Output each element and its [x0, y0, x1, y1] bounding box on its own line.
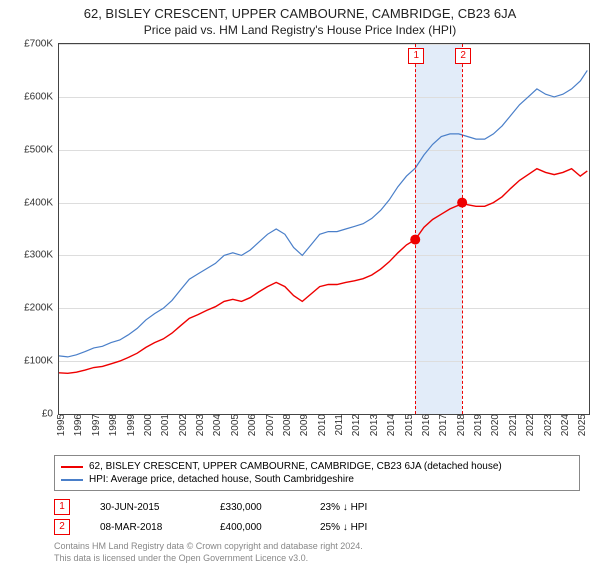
x-axis-tick: 2025: [575, 414, 588, 436]
transaction-date: 30-JUN-2015: [100, 502, 190, 513]
transaction-price: £330,000: [220, 502, 290, 513]
x-axis-tick: 2020: [488, 414, 501, 436]
legend-swatch: [61, 466, 83, 468]
chart-plot-area: £0£100K£200K£300K£400K£500K£600K£700K199…: [58, 43, 590, 415]
event-marker-box: 1: [408, 48, 424, 64]
series-line: [59, 169, 587, 374]
x-axis-tick: 2024: [558, 414, 571, 436]
legend-label: 62, BISLEY CRESCENT, UPPER CAMBOURNE, CA…: [89, 461, 502, 472]
table-row: 2 08-MAR-2018 £400,000 25% ↓ HPI: [54, 517, 580, 537]
x-axis-tick: 2007: [263, 414, 276, 436]
x-axis-tick: 2021: [506, 414, 519, 436]
x-axis-tick: 2019: [471, 414, 484, 436]
x-axis-tick: 2009: [297, 414, 310, 436]
x-axis-tick: 2014: [384, 414, 397, 436]
transaction-index: 1: [54, 499, 70, 515]
x-axis-tick: 2018: [454, 414, 467, 436]
transaction-diff: 23% ↓ HPI: [320, 502, 400, 513]
x-axis-tick: 2012: [349, 414, 362, 436]
footnote-line: Contains HM Land Registry data © Crown c…: [54, 541, 580, 553]
y-axis-tick: £100K: [24, 356, 59, 367]
footnote: Contains HM Land Registry data © Crown c…: [54, 541, 580, 564]
legend-swatch: [61, 479, 83, 481]
legend-item: 62, BISLEY CRESCENT, UPPER CAMBOURNE, CA…: [61, 460, 573, 473]
x-axis-tick: 2016: [419, 414, 432, 436]
event-marker-box: 2: [455, 48, 471, 64]
legend-item: HPI: Average price, detached house, Sout…: [61, 473, 573, 486]
x-axis-tick: 2013: [367, 414, 380, 436]
legend-box: 62, BISLEY CRESCENT, UPPER CAMBOURNE, CA…: [54, 455, 580, 491]
chart-title: 62, BISLEY CRESCENT, UPPER CAMBOURNE, CA…: [0, 6, 600, 21]
x-axis-tick: 2006: [245, 414, 258, 436]
table-row: 1 30-JUN-2015 £330,000 23% ↓ HPI: [54, 497, 580, 517]
x-axis-tick: 2023: [541, 414, 554, 436]
chart-container: 62, BISLEY CRESCENT, UPPER CAMBOURNE, CA…: [0, 6, 600, 566]
x-axis-tick: 2002: [176, 414, 189, 436]
y-axis-tick: £300K: [24, 250, 59, 261]
y-axis-tick: £200K: [24, 303, 59, 314]
x-axis-tick: 1996: [71, 414, 84, 436]
x-axis-tick: 1999: [124, 414, 137, 436]
x-axis-tick: 2022: [523, 414, 536, 436]
x-axis-tick: 2004: [210, 414, 223, 436]
x-axis-tick: 2008: [280, 414, 293, 436]
x-axis-tick: 2005: [228, 414, 241, 436]
legend-label: HPI: Average price, detached house, Sout…: [89, 474, 354, 485]
x-axis-tick: 2015: [402, 414, 415, 436]
x-axis-tick: 1997: [89, 414, 102, 436]
event-vline: [415, 44, 416, 414]
x-axis-tick: 2017: [436, 414, 449, 436]
x-axis-tick: 2003: [193, 414, 206, 436]
transaction-diff: 25% ↓ HPI: [320, 522, 400, 533]
y-axis-tick: £400K: [24, 197, 59, 208]
chart-subtitle: Price paid vs. HM Land Registry's House …: [0, 23, 600, 37]
x-axis-tick: 1995: [54, 414, 67, 436]
transaction-price: £400,000: [220, 522, 290, 533]
x-axis-tick: 1998: [106, 414, 119, 436]
y-axis-tick: £700K: [24, 39, 59, 50]
event-vline: [462, 44, 463, 414]
series-line: [59, 70, 587, 357]
transaction-index: 2: [54, 519, 70, 535]
transaction-date: 08-MAR-2018: [100, 522, 190, 533]
x-axis-tick: 2010: [315, 414, 328, 436]
transactions-table: 1 30-JUN-2015 £330,000 23% ↓ HPI 2 08-MA…: [54, 497, 580, 537]
y-axis-tick: £500K: [24, 144, 59, 155]
y-axis-tick: £600K: [24, 91, 59, 102]
x-axis-tick: 2000: [141, 414, 154, 436]
x-axis-tick: 2001: [158, 414, 171, 436]
chart-svg: [59, 44, 589, 414]
footnote-line: This data is licensed under the Open Gov…: [54, 553, 580, 565]
x-axis-tick: 2011: [332, 414, 345, 436]
